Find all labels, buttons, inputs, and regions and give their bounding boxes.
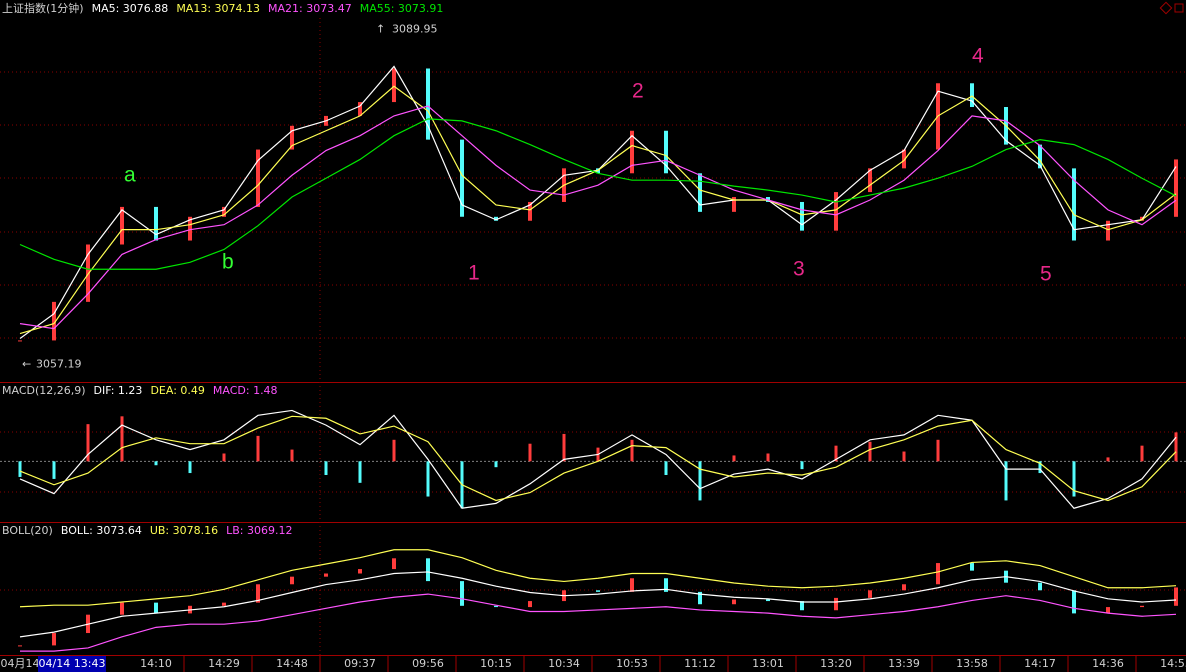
series-line — [20, 593, 1177, 652]
icon[interactable] — [1174, 3, 1184, 13]
arrow: ↑ — [376, 22, 385, 35]
x-tick-label: 14:17 — [1024, 657, 1056, 670]
annotation: a — [124, 164, 136, 187]
icon[interactable] — [1159, 1, 1173, 15]
series-line — [19, 118, 1177, 270]
low-label: 3057.19 — [36, 357, 82, 370]
legend-label: UB: 3078.16 — [150, 524, 218, 537]
legend-label: MACD: 1.48 — [213, 384, 278, 397]
x-tick-label: 14:36 — [1092, 657, 1124, 670]
layout — [0, 1, 1186, 656]
high-label: 3089.95 — [392, 22, 438, 35]
x-tick-label: 13:39 — [888, 657, 920, 670]
series-line — [19, 65, 1177, 339]
x-tick-label: 14:10 — [140, 657, 172, 670]
legend-label: 上证指数(1分钟) — [2, 1, 84, 15]
x-tick-label: 13:20 — [820, 657, 852, 670]
series-line — [19, 549, 1177, 608]
x-tick-label: 09:37 — [344, 657, 376, 670]
cursor-box — [38, 656, 106, 672]
annotation: 3 — [793, 258, 805, 281]
series-line — [19, 571, 1177, 638]
series-line — [19, 409, 1177, 509]
legend-label: LB: 3069.12 — [226, 524, 292, 537]
arrow: ← — [22, 357, 31, 370]
legend-label: BOLL(20) — [2, 524, 53, 537]
annotation: 1 — [468, 262, 480, 285]
legend-label: MACD(12,26,9) — [2, 384, 86, 397]
legend-label: BOLL: 3073.64 — [61, 524, 142, 537]
annotation: 4 — [972, 45, 984, 68]
x-tick-label: 13:58 — [956, 657, 988, 670]
legend-label: MA13: 3074.13 — [176, 2, 260, 15]
x-tick-label: 13:01 — [752, 657, 784, 670]
x-tick-label: 10:34 — [548, 657, 580, 670]
x-tick-label: 14:48 — [276, 657, 308, 670]
series-line — [19, 415, 1177, 502]
cursor-label: 04/14 13:43 — [39, 657, 106, 670]
x-tick-label: 14:29 — [208, 657, 240, 670]
legend-label: MA55: 3073.91 — [360, 2, 444, 15]
x-tick-label: 04月14 — [1, 657, 40, 670]
annotation: 2 — [632, 80, 644, 103]
legend-label: DEA: 0.49 — [150, 384, 204, 397]
legend-label: MA5: 3076.88 — [92, 2, 169, 15]
x-tick-label: 14:55 — [1160, 657, 1186, 670]
series-line — [19, 85, 1177, 335]
annotation: b — [222, 251, 234, 274]
series-line — [19, 105, 1177, 330]
annotation: 5 — [1040, 263, 1052, 286]
x-tick-label: 09:56 — [412, 657, 444, 670]
x-tick-label: 10:15 — [480, 657, 512, 670]
x-tick-label: 11:12 — [684, 657, 716, 670]
x-tick-label: 10:53 — [616, 657, 648, 670]
legend-label: MA21: 3073.47 — [268, 2, 352, 15]
legend-label: DIF: 1.23 — [94, 384, 143, 397]
